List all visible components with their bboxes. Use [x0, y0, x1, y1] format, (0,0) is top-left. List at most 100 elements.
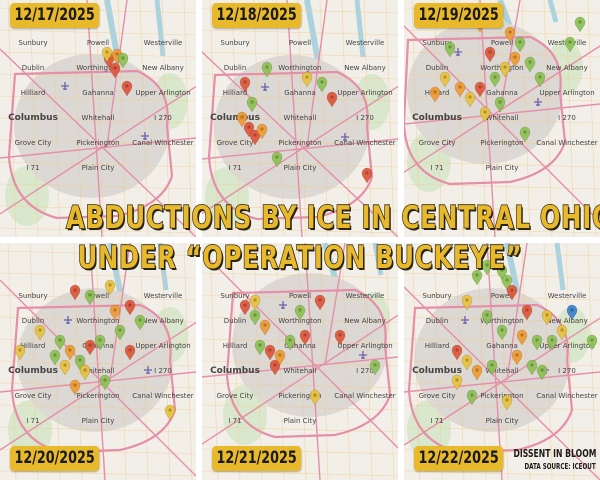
pin-marker-red[interactable]: [239, 76, 251, 93]
pin-marker-green[interactable]: [496, 324, 508, 341]
pin-marker-green[interactable]: [74, 354, 86, 371]
pin-marker-yellow[interactable]: [34, 324, 46, 341]
pin-marker-green[interactable]: [444, 41, 456, 58]
pin-marker-green[interactable]: [249, 309, 261, 326]
pin-marker-yellow[interactable]: [101, 46, 113, 63]
pin-marker-yellow[interactable]: [301, 71, 313, 88]
pin-marker-green[interactable]: [481, 259, 493, 276]
pin-marker-red[interactable]: [124, 344, 136, 361]
pin-marker-red[interactable]: [109, 62, 121, 79]
pin-marker-green[interactable]: [494, 96, 506, 113]
pin-marker-orange[interactable]: [509, 51, 521, 68]
pin-marker-green[interactable]: [134, 314, 146, 331]
pin-marker-green[interactable]: [114, 324, 126, 341]
pin-marker-yellow[interactable]: [461, 354, 473, 371]
pin-marker-yellow[interactable]: [541, 309, 553, 326]
pin-marker-red[interactable]: [69, 284, 81, 301]
pin-marker-green[interactable]: [534, 71, 546, 88]
pin-marker-orange[interactable]: [259, 319, 271, 336]
pin-marker-green[interactable]: [294, 304, 306, 321]
pin-marker-orange[interactable]: [516, 329, 528, 346]
pin-marker-green[interactable]: [526, 359, 538, 376]
pin-marker-red[interactable]: [269, 359, 281, 376]
pin-marker-orange[interactable]: [274, 349, 286, 366]
pin-marker-orange[interactable]: [256, 123, 268, 140]
pin-marker-yellow[interactable]: [461, 294, 473, 311]
pin-marker-yellow[interactable]: [79, 364, 91, 381]
pin-marker-red[interactable]: [264, 344, 276, 361]
pin-marker-green[interactable]: [316, 76, 328, 93]
pin-marker-green[interactable]: [466, 389, 478, 406]
pin-marker-green[interactable]: [519, 126, 531, 143]
pin-marker-green[interactable]: [531, 334, 543, 351]
pin-marker-green[interactable]: [574, 16, 586, 33]
pin-marker-orange[interactable]: [511, 349, 523, 366]
pin-marker-green[interactable]: [99, 374, 111, 391]
pin-marker-red[interactable]: [121, 80, 133, 97]
pin-marker-green[interactable]: [524, 56, 536, 73]
pin-marker-orange[interactable]: [504, 26, 516, 43]
pin-marker-yellow[interactable]: [479, 106, 491, 123]
pin-marker-orange[interactable]: [69, 379, 81, 396]
pin-marker-red[interactable]: [243, 121, 255, 138]
pin-marker-yellow[interactable]: [439, 71, 451, 88]
pin-marker-green[interactable]: [486, 359, 498, 376]
pin-marker-red[interactable]: [521, 304, 533, 321]
pin-marker-yellow[interactable]: [14, 344, 26, 361]
pin-marker-green[interactable]: [496, 264, 508, 281]
pin-marker-orange[interactable]: [471, 364, 483, 381]
pin-marker-orange[interactable]: [429, 86, 441, 103]
map-label: Dublin: [426, 64, 449, 72]
pin-marker-red[interactable]: [84, 339, 96, 356]
pin-marker-red[interactable]: [124, 299, 136, 316]
pin-marker-yellow[interactable]: [249, 294, 261, 311]
pin-marker-green[interactable]: [254, 339, 266, 356]
pin-marker-red[interactable]: [474, 81, 486, 98]
pin-marker-red[interactable]: [249, 129, 261, 146]
pin-marker-red[interactable]: [314, 294, 326, 311]
pin-marker-yellow[interactable]: [104, 279, 116, 296]
pin-marker-green[interactable]: [489, 71, 501, 88]
pin-marker-green[interactable]: [84, 289, 96, 306]
pin-marker-yellow[interactable]: [501, 394, 513, 411]
pin-marker-green[interactable]: [284, 334, 296, 351]
pin-marker-green[interactable]: [117, 52, 129, 69]
pin-marker-green[interactable]: [49, 349, 61, 366]
pin-marker-red[interactable]: [361, 167, 373, 184]
pin-marker-yellow[interactable]: [164, 404, 176, 421]
pin-marker-green[interactable]: [94, 334, 106, 351]
pin-marker-green[interactable]: [54, 334, 66, 351]
pin-marker-green[interactable]: [586, 334, 598, 351]
pin-marker-orange[interactable]: [64, 344, 76, 361]
pin-marker-red[interactable]: [484, 46, 496, 63]
pin-marker-green[interactable]: [564, 36, 576, 53]
pin-marker-green[interactable]: [514, 36, 526, 53]
pin-marker-green[interactable]: [481, 309, 493, 326]
pin-marker-red[interactable]: [451, 344, 463, 361]
pin-marker-red[interactable]: [334, 329, 346, 346]
pin-marker-green[interactable]: [546, 334, 558, 351]
pin-marker-red[interactable]: [299, 329, 311, 346]
pin-marker-orange[interactable]: [454, 81, 466, 98]
map-label: I 270: [558, 114, 576, 122]
pin-marker-green[interactable]: [271, 151, 283, 168]
pin-marker-blue[interactable]: [566, 304, 578, 321]
map-label: Sunbury: [422, 292, 451, 300]
pin-marker-yellow[interactable]: [309, 389, 321, 406]
pin-marker-green[interactable]: [471, 269, 483, 286]
pin-marker-green[interactable]: [246, 96, 258, 113]
pin-marker-yellow[interactable]: [464, 91, 476, 108]
pin-marker-yellow[interactable]: [59, 359, 71, 376]
pin-marker-yellow[interactable]: [499, 61, 511, 78]
pin-marker-green[interactable]: [536, 364, 548, 381]
pin-marker-green[interactable]: [369, 359, 381, 376]
pin-marker-yellow[interactable]: [556, 324, 568, 341]
pin-marker-red[interactable]: [326, 91, 338, 108]
pin-marker-green[interactable]: [501, 274, 513, 291]
pin-marker-red[interactable]: [239, 299, 251, 316]
pin-marker-red[interactable]: [506, 284, 518, 301]
pin-marker-orange[interactable]: [109, 304, 121, 321]
pin-marker-green[interactable]: [261, 61, 273, 78]
pin-marker-yellow[interactable]: [451, 374, 463, 391]
pin-marker-orange[interactable]: [236, 111, 248, 128]
